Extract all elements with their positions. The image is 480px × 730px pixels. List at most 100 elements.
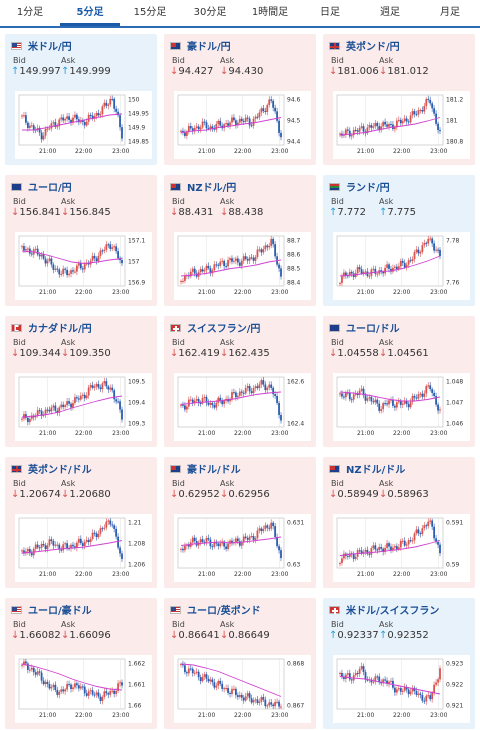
x-tick-label: 21:00 (357, 430, 374, 437)
candle-body (85, 540, 88, 542)
tab-timeframe[interactable]: 5分足 (60, 0, 120, 26)
tab-timeframe[interactable]: 月足 (440, 7, 460, 18)
candlestick-chart[interactable]: 94.6 94.5 94.4 21:00 22:00 23:00 (174, 91, 311, 159)
candle-body (40, 672, 43, 681)
candle-body (390, 124, 392, 126)
currency-card[interactable]: ユーロ/英ポンド Bid Ask ↓0.86641↓0.86649 0.868 0.… (164, 598, 316, 729)
tab-timeframe[interactable]: 日足 (320, 7, 340, 18)
candlestick-chart[interactable]: 109.5 109.4 109.3 21:00 22:00 23:00 (15, 373, 152, 441)
candlestick-chart[interactable]: 1.662 1.661 1.66 21:00 22:00 23:00 (15, 655, 152, 723)
candle-body (278, 403, 280, 415)
tab-timeframe[interactable]: 30分足 (193, 7, 227, 18)
direction-arrow-icon: ↑ (61, 66, 70, 77)
candle-body (195, 541, 198, 546)
tab-timeframe[interactable]: 1分足 (16, 7, 44, 18)
currency-pair-title[interactable]: ユーロ/ドル (329, 321, 400, 335)
currency-card[interactable]: ユーロ/ドル Bid Ask ↓1.04558↓1.04561 1.048 1.04… (323, 316, 475, 447)
currency-card[interactable]: 米ドル/円 Bid Ask ↑149.997↑149.999 150 149.95 1… (5, 34, 157, 165)
currency-pair-title[interactable]: ユーロ/円 (11, 180, 72, 194)
tab-timeframe[interactable]: 1時間足 (251, 7, 289, 18)
currency-card[interactable]: NZドル/円 Bid Ask ↓88.431 ↓88.438 88.7 88.6 88.… (164, 175, 316, 306)
currency-pair-title[interactable]: 米ドル/円 (11, 39, 72, 53)
candle-body (187, 668, 190, 674)
candle-body (372, 681, 375, 683)
currency-card[interactable]: 英ポンド/円 Bid Ask ↓181.006↓181.012 181.2 181 1… (323, 34, 475, 165)
candle-body (254, 699, 257, 701)
candle-body (32, 667, 35, 673)
bid-value: ↓1.04558 (329, 348, 379, 359)
currency-card[interactable]: カナダドル/円 Bid Ask ↓109.344↓109.350 109.5 109… (5, 316, 157, 447)
candlestick-chart[interactable]: 162.6 162.4 21:00 22:00 23:00 (174, 373, 311, 441)
candle-body (119, 682, 121, 684)
tab-timeframe[interactable]: 15分足 (133, 7, 167, 18)
currency-pair-title[interactable]: NZドル/円 (170, 180, 236, 194)
currency-card[interactable]: ユーロ/豪ドル Bid Ask ↓1.66082↓1.66096 1.662 1.6… (5, 598, 157, 729)
candle-body (372, 545, 375, 549)
currency-pair-title[interactable]: スイスフラン/円 (170, 321, 260, 335)
candle-body (242, 120, 245, 122)
currency-card[interactable]: 豪ドル/ドル Bid Ask ↓0.62952↓0.62956 0.631 0.63… (164, 457, 316, 588)
currency-pair-title[interactable]: NZドル/ドル (329, 462, 405, 476)
chart-svg: 109.5 109.4 109.3 21:00 22:00 23:00 (18, 376, 145, 437)
candlestick-chart[interactable]: 0.923 0.922 0.921 21:00 22:00 23:00 (333, 655, 470, 723)
currency-card[interactable]: スイスフラン/円 Bid Ask ↓162.419↓162.435 162.6 16… (164, 316, 316, 447)
candlestick-chart[interactable]: 1.21 1.208 1.206 21:00 22:00 23:00 (15, 514, 152, 582)
candle-body (66, 401, 68, 406)
candlestick-chart[interactable]: 157.1 157 156.9 21:00 22:00 23:00 (15, 232, 152, 300)
candle-body (182, 404, 184, 406)
candle-body (411, 259, 414, 261)
currency-card[interactable]: ユーロ/円 Bid Ask ↓156.841↓156.845 157.1 157 15… (5, 175, 157, 306)
x-tick-label: 21:00 (198, 148, 215, 155)
currency-pair-title[interactable]: ランド/円 (329, 180, 390, 194)
candle-body (370, 125, 373, 128)
candlestick-chart[interactable]: 7.78 7.76 21:00 22:00 23:00 (333, 232, 470, 300)
moving-average-line (22, 113, 123, 131)
candlestick-chart[interactable]: 0.868 0.867 21:00 22:00 23:00 (174, 655, 311, 723)
candle-body (276, 395, 278, 404)
currency-pair-title[interactable]: ユーロ/英ポンド (170, 603, 261, 617)
currency-pair-title[interactable]: 豪ドル/ドル (170, 462, 241, 476)
candlestick-chart[interactable]: 1.048 1.047 1.046 21:00 22:00 23:00 (333, 373, 470, 441)
candle-body (58, 691, 61, 695)
candle-body (376, 122, 379, 127)
bid-label: Bid (13, 197, 26, 206)
candle-body (254, 538, 257, 540)
currency-pair-title[interactable]: 米ドル/スイスフラン (329, 603, 439, 617)
currency-pair-title[interactable]: カナダドル/円 (11, 321, 92, 335)
currency-pair-title[interactable]: ユーロ/豪ドル (11, 603, 92, 617)
currency-pair-title[interactable]: 豪ドル/円 (170, 39, 231, 53)
tab-timeframe[interactable]: 週足 (380, 7, 400, 18)
candle-body (64, 543, 67, 545)
currency-card[interactable]: 豪ドル/円 Bid Ask ↓94.427 ↓94.430 94.6 94.5 94.4… (164, 34, 316, 165)
currency-card[interactable]: ランド/円 Bid Ask ↑7.772 ↑7.775 7.78 7.76 21:00 2… (323, 175, 475, 306)
direction-arrow-icon: ↓ (170, 207, 179, 218)
candle-body (91, 115, 94, 119)
candlestick-chart[interactable]: 0.631 0.63 21:00 22:00 23:00 (174, 514, 311, 582)
candle-body (392, 399, 394, 406)
candlestick-chart[interactable]: 88.7 88.6 88.5 88.4 21:00 22:00 23:00 (174, 232, 311, 300)
candle-body (229, 398, 231, 402)
candle-body (256, 249, 259, 258)
currency-pair-title[interactable]: 英ポンド/円 (329, 39, 400, 53)
ask-value: ↓1.66096 (61, 630, 111, 641)
candlestick-chart[interactable]: 0.591 0.59 21:00 22:00 23:00 (333, 514, 470, 582)
bid-value: ↓0.58949 (329, 489, 379, 500)
candle-body (274, 244, 277, 257)
candle-body (111, 524, 114, 526)
candlestick-chart[interactable]: 181.2 181 180.8 21:00 22:00 23:00 (333, 91, 470, 159)
currency-card[interactable]: 米ドル/スイスフラン Bid Ask ↑0.92337↑0.92352 0.923… (323, 598, 475, 729)
currency-pair-title[interactable]: 英ポンド/ドル (11, 462, 92, 476)
bid-ask-labels: Bid Ask (331, 479, 427, 488)
candle-body (405, 264, 408, 268)
candle-body (262, 528, 265, 532)
x-tick-label: 23:00 (112, 571, 129, 578)
direction-arrow-icon: ↓ (329, 348, 338, 359)
candle-body (240, 391, 243, 393)
y-tick-label: 180.8 (446, 139, 463, 146)
candle-body (272, 238, 275, 245)
currency-card[interactable]: NZドル/ドル Bid Ask ↓0.58949↓0.58963 0.591 0.5… (323, 457, 475, 588)
candle-body (250, 125, 253, 127)
candle-body (191, 399, 194, 403)
candlestick-chart[interactable]: 150 149.95 149.9 149.85 21:00 22:00 23:00 (15, 91, 152, 159)
currency-card[interactable]: 英ポンド/ドル Bid Ask ↓1.20674↓1.20680 1.21 1.20… (5, 457, 157, 588)
